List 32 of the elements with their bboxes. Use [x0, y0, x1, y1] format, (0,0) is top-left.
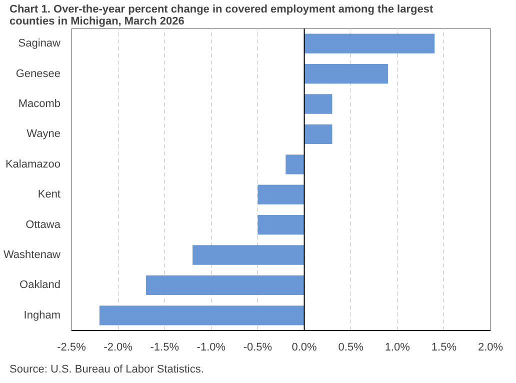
bar [258, 184, 304, 204]
chart-title: Chart 1. Over-the-year percent change in covered employment among the largest counties in Michigan, March 2026 [10, 4, 434, 28]
x-tick-label: -2.0% [104, 342, 133, 354]
bar [304, 124, 332, 144]
y-tick-label: Genesee [16, 68, 61, 80]
y-tick-label: Ingham [24, 309, 61, 322]
y-tick-label: Saginaw [18, 38, 61, 50]
x-tick-label: -1.5% [150, 342, 180, 354]
y-tick-label: Washtenaw [3, 249, 61, 261]
bar [304, 64, 388, 84]
x-tick-label: -0.5% [243, 342, 272, 354]
x-tick-label: 1.0% [384, 342, 410, 354]
bar [146, 275, 304, 296]
x-tick-label: -2.5% [57, 342, 86, 354]
x-tick-label: 0.5% [338, 342, 364, 354]
source-note: Source: U.S. Bureau of Labor Statistics. [10, 364, 204, 376]
y-tick-label: Kalamazoo [5, 158, 61, 170]
x-tick-label: 2.0% [478, 342, 504, 354]
bar [258, 214, 304, 235]
y-tick-label: Wayne [26, 128, 60, 140]
y-tick-label: Oakland [20, 279, 61, 292]
bar [304, 94, 332, 114]
bar [286, 154, 304, 174]
x-tick-label: 1.5% [431, 342, 457, 354]
y-tick-label: Ottawa [26, 218, 62, 231]
bar [192, 245, 304, 265]
y-tick-label: Macomb [18, 98, 61, 110]
x-tick-label: 0.0% [292, 342, 318, 354]
bar [99, 306, 304, 326]
bar [304, 34, 435, 54]
y-tick-label: Kent [38, 188, 61, 201]
x-tick-label: -1.0% [196, 342, 226, 354]
